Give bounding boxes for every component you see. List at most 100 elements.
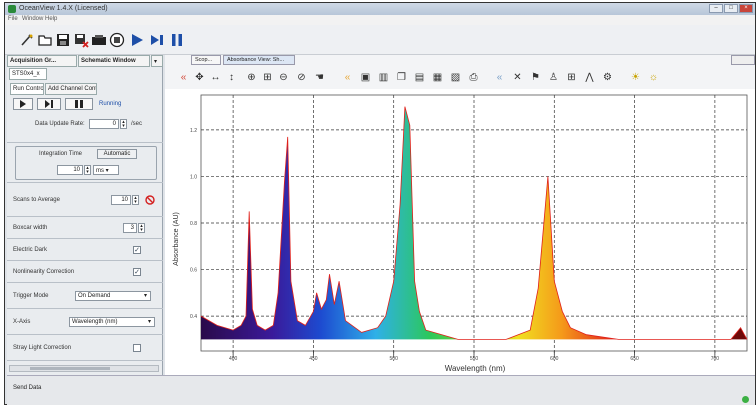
save-graph-icon[interactable]: ▦ bbox=[432, 72, 443, 83]
save-icon[interactable] bbox=[55, 32, 71, 48]
export-icon[interactable]: ▤ bbox=[414, 72, 425, 83]
wizard-icon[interactable] bbox=[19, 32, 35, 48]
sidebar-scroll-thumb[interactable] bbox=[30, 367, 110, 370]
panel-menu-icon[interactable]: ▾ bbox=[151, 55, 163, 67]
rewind-secondary-icon[interactable]: « bbox=[344, 72, 351, 83]
scans-to-average-label: Scans to Average bbox=[13, 197, 60, 203]
minimize-button[interactable]: – bbox=[709, 4, 723, 13]
data-update-rate-input[interactable]: 0 bbox=[89, 119, 119, 129]
delete-icon[interactable]: ▥ bbox=[378, 72, 389, 83]
plot-toolbar: « ✥ ↔ ↕ ⊕ ⊞ ⊖ ⊘ ☚ « ▣ ▥ ❐ ▤ ▦ ▧ ⎙ « ✕ ⚑ … bbox=[165, 67, 755, 89]
boxcar-width-input[interactable]: 3 bbox=[123, 223, 137, 233]
vertical-pan-icon[interactable]: ↕ bbox=[229, 72, 234, 83]
print-icon[interactable]: ⎙ bbox=[469, 72, 478, 83]
peak-tools-icon[interactable]: ✕ bbox=[513, 72, 522, 83]
x-axis-label: Wavelength (nm) bbox=[445, 364, 506, 373]
light-bulb-off-icon[interactable]: ☼ bbox=[648, 72, 659, 83]
maximize-button[interactable]: □ bbox=[724, 4, 738, 13]
zoom-box-icon[interactable]: ⊞ bbox=[263, 72, 272, 83]
rewind-icon[interactable]: « bbox=[180, 72, 187, 83]
scans-to-average-spinner[interactable]: ▴ ▾ bbox=[132, 195, 139, 205]
tab-run-controls[interactable]: Run Controls bbox=[10, 83, 44, 95]
sidebar-scrollbar[interactable] bbox=[9, 365, 159, 372]
pause-icon[interactable] bbox=[169, 32, 185, 48]
tab-absorbance-view[interactable]: Absorbance View: Sh... bbox=[223, 55, 295, 65]
title-bar: OceanView 1.4.X (Licensed) – □ × bbox=[5, 3, 755, 15]
electric-dark-checkbox[interactable]: ✓ bbox=[133, 246, 141, 254]
automatic-button[interactable]: Automatic bbox=[97, 149, 137, 159]
tab-schematic[interactable]: Schematic Window bbox=[78, 55, 150, 67]
close-button[interactable]: × bbox=[739, 4, 753, 13]
scans-to-average-row: Scans to Average 10 ▴ ▾ bbox=[7, 183, 163, 217]
snapshot-icon[interactable]: ▣ bbox=[360, 72, 371, 83]
store-icon[interactable] bbox=[91, 32, 107, 48]
copy-icon[interactable]: ❐ bbox=[397, 72, 406, 83]
menu-file[interactable]: File bbox=[8, 16, 18, 22]
electric-dark-row: Electric Dark ✓ bbox=[7, 239, 163, 261]
single-step-icon bbox=[45, 100, 53, 108]
scans-to-average-input[interactable]: 10 bbox=[111, 195, 131, 205]
play-icon bbox=[20, 100, 26, 108]
reset-icon[interactable] bbox=[145, 195, 155, 205]
app-window: OceanView 1.4.X (Licensed) – □ × File Wi… bbox=[4, 2, 756, 405]
tab-device[interactable]: STS0x4_x bbox=[9, 68, 47, 80]
zoom-out-icon[interactable]: ⊖ bbox=[279, 72, 288, 83]
x-tick-label: 400 bbox=[229, 356, 238, 362]
person-icon[interactable]: ♙ bbox=[549, 72, 558, 83]
chart-background bbox=[165, 89, 755, 375]
y-tick-label: 1.2 bbox=[190, 128, 197, 134]
data-update-rate-spinner[interactable]: ▴ ▾ bbox=[120, 119, 127, 129]
integration-time-input[interactable]: 10 bbox=[57, 165, 83, 175]
y-tick-label: 0.6 bbox=[190, 268, 197, 274]
window-title: OceanView 1.4.X (Licensed) bbox=[19, 5, 108, 12]
tab-acquisition[interactable]: Acquisition Gr... bbox=[7, 55, 77, 67]
light-bulb-icon[interactable]: ☀ bbox=[631, 72, 640, 83]
status-bar: Send Data bbox=[7, 375, 755, 405]
x-tick-label: 450 bbox=[309, 356, 318, 362]
horizontal-pan-icon[interactable]: ↔ bbox=[210, 72, 221, 83]
menu-bar: File Window Help bbox=[5, 15, 755, 25]
boxcar-width-spinner[interactable]: ▴ ▾ bbox=[138, 223, 145, 233]
pause-icon bbox=[75, 100, 83, 108]
table-icon[interactable]: ▧ bbox=[450, 72, 461, 83]
x-axis-label: X-Axis bbox=[13, 319, 31, 325]
integration-time-unit: ms bbox=[96, 168, 104, 174]
grid-icon[interactable]: ⊞ bbox=[567, 72, 576, 83]
trigger-mode-select[interactable]: On Demand ▾ bbox=[75, 291, 151, 301]
rewind-tertiary-icon[interactable]: « bbox=[496, 72, 503, 83]
record-icon[interactable] bbox=[109, 32, 125, 48]
x-axis-select[interactable]: Wavelength (nm) ▾ bbox=[69, 317, 155, 327]
pause-button[interactable] bbox=[65, 98, 93, 110]
play-button[interactable] bbox=[13, 98, 33, 110]
nonlinearity-checkbox[interactable]: ✓ bbox=[133, 268, 141, 276]
peak-icon[interactable]: ⋀ bbox=[585, 72, 594, 83]
flag-icon[interactable]: ⚑ bbox=[531, 72, 540, 83]
boxcar-row: Boxcar width 3 ▴ ▾ bbox=[7, 217, 163, 239]
single-step-icon[interactable] bbox=[149, 32, 165, 48]
plot-panel: Scop... Absorbance View: Sh... « ✥ ↔ ↕ ⊕… bbox=[165, 55, 755, 375]
zoom-in-icon[interactable]: ⊕ bbox=[247, 72, 256, 83]
status-indicator-icon bbox=[742, 396, 749, 403]
chart-settings-icon[interactable]: ⚙ bbox=[603, 72, 612, 83]
zoom-reset-icon[interactable]: ⊘ bbox=[297, 72, 306, 83]
pan-icon[interactable]: ✥ bbox=[195, 72, 204, 83]
save-delete-icon[interactable] bbox=[73, 32, 89, 48]
stray-light-checkbox[interactable] bbox=[133, 344, 141, 352]
integration-time-section: Integration Time Automatic 10 ▴ ▾ ms ▾ bbox=[7, 143, 163, 183]
restore-view-button[interactable] bbox=[731, 55, 755, 65]
menu-help[interactable]: Help bbox=[45, 16, 58, 22]
menu-window[interactable]: Window bbox=[22, 16, 44, 22]
tab-add-channel-controls[interactable]: Add Channel Controls bbox=[45, 83, 97, 95]
tab-scope[interactable]: Scop... bbox=[191, 55, 221, 65]
integration-time-spinner[interactable]: ▴ ▾ bbox=[84, 165, 91, 175]
electric-dark-label: Electric Dark bbox=[13, 247, 48, 253]
y-tick-label: 0.4 bbox=[190, 314, 197, 320]
nonlinearity-label: Nonlinearity Correction bbox=[13, 269, 75, 275]
integration-time-unit-select[interactable]: ms ▾ bbox=[93, 165, 119, 175]
play-icon[interactable] bbox=[129, 32, 145, 48]
single-step-button[interactable] bbox=[37, 98, 61, 110]
acquisition-panel: Acquisition Gr... Schematic Window ▾ STS… bbox=[7, 55, 163, 375]
absorbance-chart[interactable]: 1.2 1.0 0.8 0.6 0.4 400 450 500 550 600 650 700 Ab… bbox=[165, 89, 755, 375]
hand-icon[interactable]: ☚ bbox=[315, 72, 324, 83]
open-icon[interactable] bbox=[37, 32, 53, 48]
